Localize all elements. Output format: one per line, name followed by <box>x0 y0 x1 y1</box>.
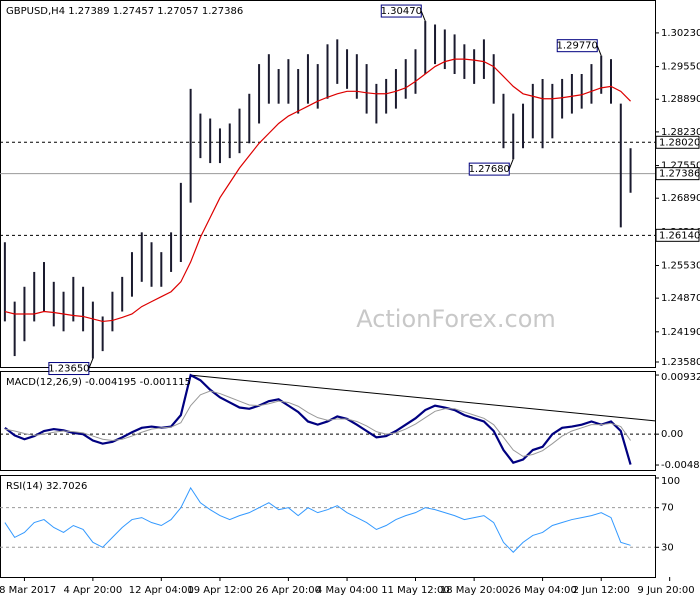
x-tick-label: 2 Jun 12:00 <box>573 585 630 596</box>
x-tick-label: 19 Apr 12:00 <box>187 585 252 596</box>
level-label: 1.28020 <box>659 137 700 148</box>
x-tick-label: 18 May 20:00 <box>440 585 509 596</box>
x-tick-label: 11 May 12:00 <box>381 585 450 596</box>
annotation-line <box>420 10 426 22</box>
panel-title: MACD(12,26,9) -0.004195 -0.001115 <box>6 377 191 388</box>
annotation: 1.29770 <box>557 41 598 52</box>
level-box <box>655 228 700 242</box>
y-tick-label: 1.30230 <box>661 28 700 39</box>
y-tick-label: 1.28890 <box>661 94 700 105</box>
panel-title: RSI(14) 32.7026 <box>6 481 87 492</box>
annotation: 1.27680 <box>469 164 510 175</box>
watermark: ActionForex.com <box>356 305 556 333</box>
y-tick-label: 70 <box>661 503 674 514</box>
y-tick-label: 1.29550 <box>661 62 700 73</box>
x-tick-label: 26 Apr 20:00 <box>256 585 321 596</box>
macd-panel <box>0 371 656 471</box>
level-box <box>655 135 700 149</box>
x-tick-label: 26 May 04:00 <box>508 585 577 596</box>
indicator-line <box>4 390 631 457</box>
x-tick-label: 28 Mar 2017 <box>0 585 56 596</box>
panel-title: GBPUSD,H4 1.27389 1.27457 1.27057 1.2738… <box>6 6 243 17</box>
y-tick-label: 1.26890 <box>661 193 700 204</box>
y-tick-label: 1.24190 <box>661 327 700 338</box>
moving-average <box>4 58 631 323</box>
annotation-line <box>508 158 514 170</box>
x-tick-label: 12 Apr 04:00 <box>129 585 194 596</box>
y-tick-label: 1.23580 <box>661 357 700 368</box>
y-tick-label: -0.004866 <box>661 460 700 471</box>
y-tick-label: 1.27550 <box>661 161 700 172</box>
indicator-line <box>4 373 632 465</box>
annotation: 1.30470 <box>381 6 422 17</box>
y-tick-label: 30 <box>661 542 674 553</box>
y-tick-label: 100 <box>661 476 680 487</box>
annotation-line <box>88 358 94 369</box>
x-tick-label: 4 May 04:00 <box>316 585 378 596</box>
price-panel <box>0 0 656 368</box>
y-tick-label: 0.009321 <box>661 372 700 383</box>
y-tick-label: 1.28230 <box>661 127 700 138</box>
level-box <box>655 167 700 181</box>
y-tick-label: 1.24870 <box>661 293 700 304</box>
x-tick-label: 9 Jun 20:00 <box>637 585 694 596</box>
annotation-box <box>380 4 422 18</box>
level-label: 1.27386 <box>659 169 700 180</box>
x-tick-label: 4 Apr 20:00 <box>63 585 122 596</box>
y-tick-label: 1.25530 <box>661 261 700 272</box>
rsi-panel <box>0 475 656 578</box>
indicator-line <box>4 486 631 553</box>
level-label: 1.26140 <box>659 230 700 241</box>
annotation-line <box>596 45 602 56</box>
y-tick-label: 0.00 <box>661 429 683 440</box>
annotation: 1.23650 <box>48 364 89 375</box>
trendline <box>190 374 656 422</box>
